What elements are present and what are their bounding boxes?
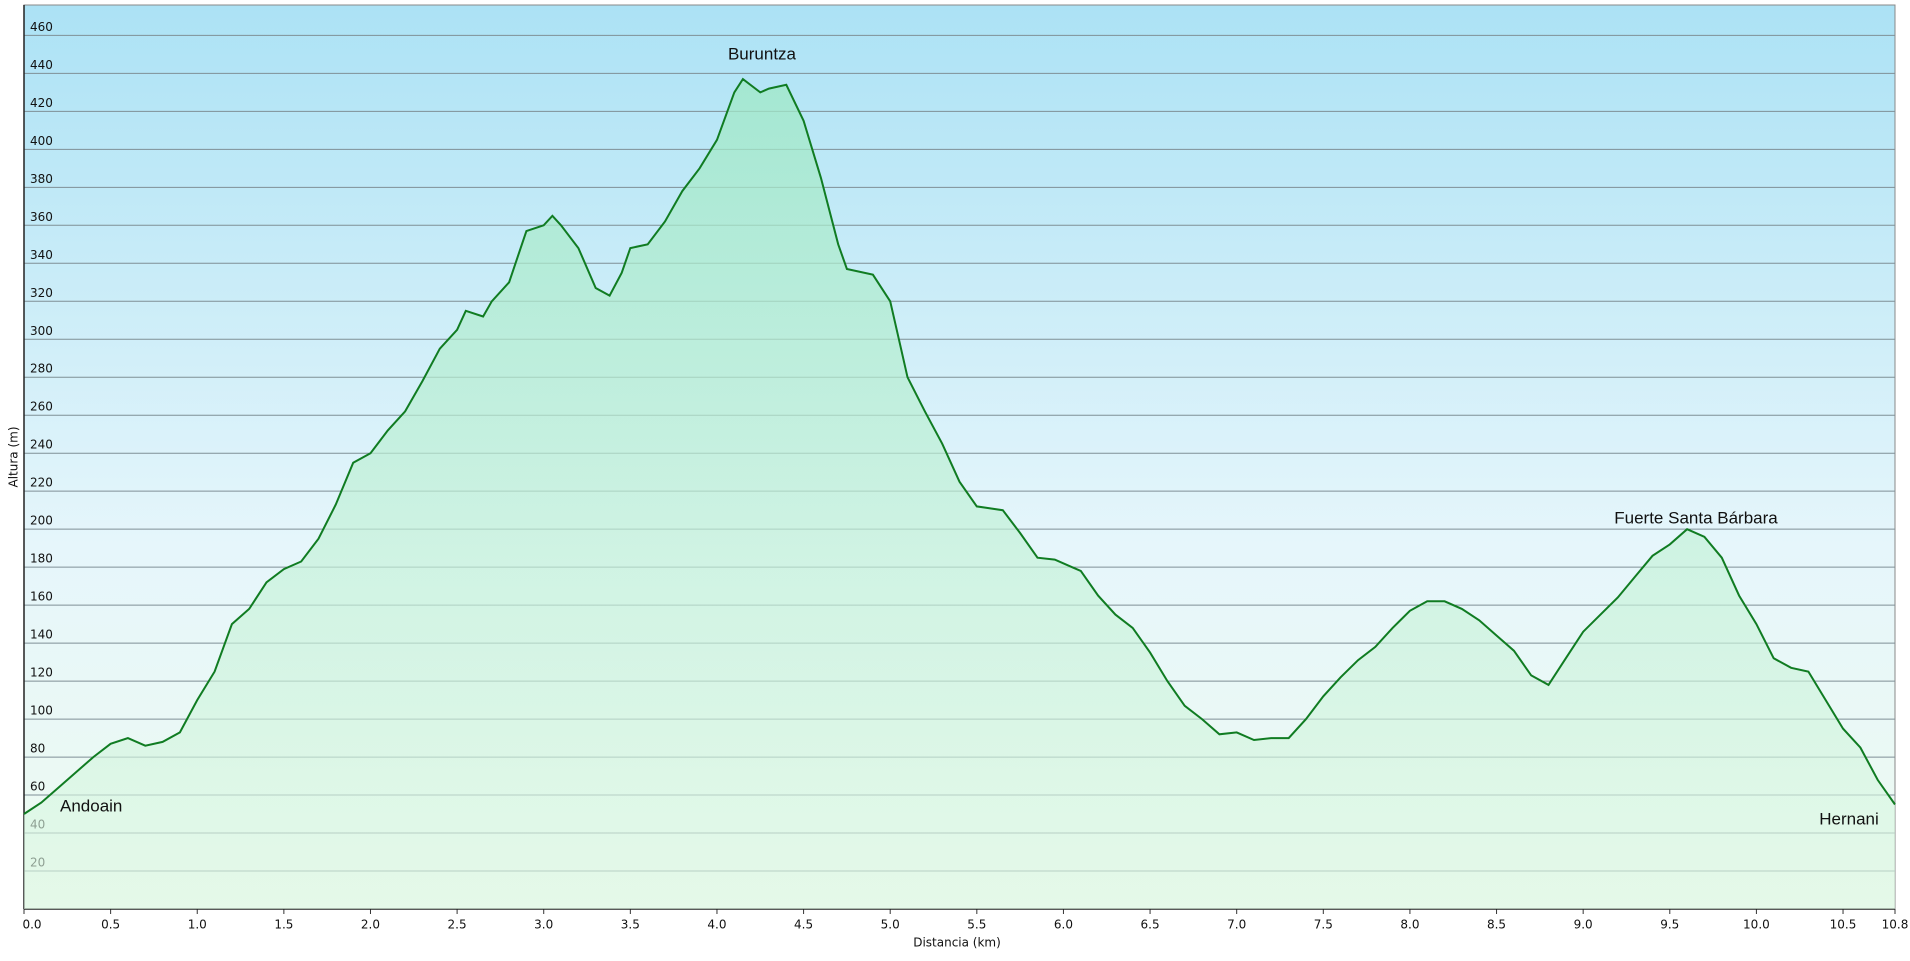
y-tick-label: 180 [30, 552, 53, 566]
annotation: Hernani [1819, 809, 1879, 828]
x-tick-label: 0.5 [101, 918, 120, 932]
y-tick-label: 460 [30, 20, 53, 34]
annotation: Andoain [60, 796, 122, 815]
x-tick-label: 2.0 [361, 918, 380, 932]
y-tick-label: 220 [30, 476, 53, 490]
y-tick-label: 380 [30, 172, 53, 186]
elevation-line [23, 77, 1896, 815]
x-tick-label: 2.5 [448, 918, 467, 932]
x-tick-label: 10.8 [1882, 918, 1909, 932]
y-tick-label: 320 [30, 286, 53, 300]
x-tick-label: 1.0 [188, 918, 207, 932]
x-tick-label: 8.0 [1400, 918, 1419, 932]
x-tick-label: 6.0 [1054, 918, 1073, 932]
x-tick-label: 0.0 [22, 918, 41, 932]
annotation: Buruntza [728, 44, 797, 63]
x-tick-label: 5.0 [881, 918, 900, 932]
x-tick-label: 7.5 [1314, 918, 1333, 932]
y-tick-label: 80 [30, 742, 45, 756]
x-tick-label: 4.0 [707, 918, 726, 932]
x-tick-label: 6.5 [1141, 918, 1160, 932]
y-tick-label: 280 [30, 362, 53, 376]
x-tick-label: 10.5 [1830, 918, 1857, 932]
y-tick-label: 360 [30, 210, 53, 224]
y-tick-label: 240 [30, 438, 53, 452]
area-fill [24, 79, 1895, 910]
y-tick-label: 300 [30, 324, 53, 338]
x-tick-label: 3.5 [621, 918, 640, 932]
x-tick-label: 4.5 [794, 918, 813, 932]
x-tick-label: 9.5 [1660, 918, 1679, 932]
x-tick-label: 8.5 [1487, 918, 1506, 932]
x-axis-label: Distancia (km) [913, 936, 1001, 950]
x-tick-label: 9.0 [1574, 918, 1593, 932]
y-tick-label: 200 [30, 514, 53, 528]
annotation: Fuerte Santa Bárbara [1614, 508, 1778, 527]
x-tick-label: 10.0 [1743, 918, 1770, 932]
x-tick-label: 3.0 [534, 918, 553, 932]
y-tick-label: 440 [30, 58, 53, 72]
y-tick-label: 400 [30, 134, 53, 148]
y-axis-label: Altura (m) [7, 426, 21, 487]
y-tick-label: 420 [30, 96, 53, 110]
y-tick-label: 100 [30, 704, 53, 718]
y-tick-label: 60 [30, 780, 45, 794]
y-tick-label: 260 [30, 400, 53, 414]
y-tick-label: 340 [30, 248, 53, 262]
x-tick-label: 7.0 [1227, 918, 1246, 932]
y-tick-label: 160 [30, 590, 53, 604]
y-tick-label: 120 [30, 666, 53, 680]
y-tick-label: 140 [30, 628, 53, 642]
x-tick-label: 5.5 [967, 918, 986, 932]
x-tick-label: 1.5 [274, 918, 293, 932]
